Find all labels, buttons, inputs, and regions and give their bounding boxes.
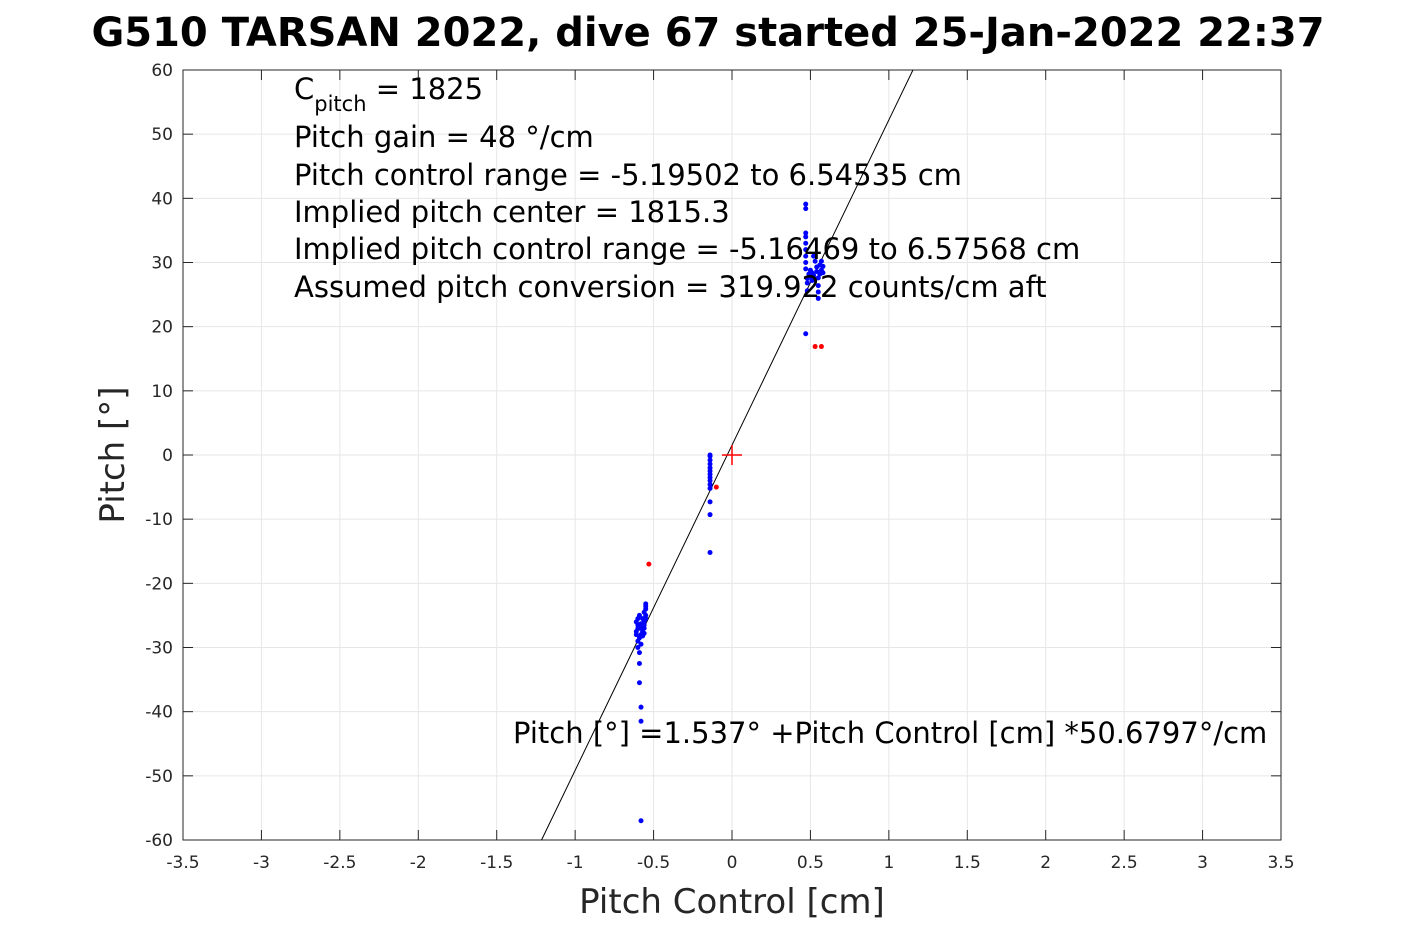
data-point xyxy=(638,818,644,824)
y-tick-label: -60 xyxy=(145,831,173,851)
data-point xyxy=(638,718,644,724)
x-tick-label: 3 xyxy=(1197,853,1208,873)
data-point xyxy=(803,234,809,240)
implied-pitch-center-annotation: Implied pitch center = 1815.3 xyxy=(294,195,730,229)
data-point xyxy=(640,616,646,622)
x-tick-label: -2 xyxy=(410,853,427,873)
y-tick-label: -50 xyxy=(145,767,173,787)
data-point xyxy=(803,240,809,246)
c-pitch-symbol: C xyxy=(294,72,314,106)
data-point xyxy=(638,704,644,710)
c-pitch-value: = 1825 xyxy=(367,72,484,106)
data-point xyxy=(804,288,810,294)
y-tick-label: 60 xyxy=(151,61,173,81)
x-tick-label: 2 xyxy=(1040,853,1051,873)
x-tick-label: -2.5 xyxy=(323,853,356,873)
data-points xyxy=(633,201,826,824)
data-point xyxy=(803,206,809,212)
data-point xyxy=(815,283,821,289)
data-point xyxy=(713,484,719,490)
fit-equation-annotation: Pitch [°] =1.537° +Pitch Control [cm] *5… xyxy=(513,716,1267,750)
data-point xyxy=(707,461,713,467)
data-point xyxy=(635,645,641,650)
y-axis-label: Pitch [°] xyxy=(93,386,133,523)
data-point xyxy=(803,331,809,337)
data-point xyxy=(811,272,817,278)
pitch-control-range-annotation: Pitch control range = -5.19502 to 6.5453… xyxy=(294,158,962,192)
axis-ticks xyxy=(182,69,1282,841)
data-point xyxy=(812,258,818,264)
data-point xyxy=(646,561,652,567)
data-point xyxy=(636,650,642,656)
data-point xyxy=(803,253,809,259)
data-point xyxy=(815,289,821,295)
y-tick-label: 40 xyxy=(151,189,173,209)
x-tick-label: 0.5 xyxy=(797,853,824,873)
data-point xyxy=(803,247,809,253)
y-tick-label: 30 xyxy=(151,254,173,274)
axis-tick-labels: -3.5 -3 -2.5 -2 -1.5 -1 -0.5 0 0.5 1 1.5 2 2.5 3 3.5 -6… xyxy=(145,61,1294,873)
x-tick-label: -3 xyxy=(253,853,270,873)
center-marker xyxy=(722,445,742,465)
data-point xyxy=(707,485,713,491)
y-tick-label: 10 xyxy=(151,382,173,402)
data-point xyxy=(803,266,809,272)
grid-lines xyxy=(183,70,1281,840)
data-point xyxy=(707,457,713,463)
x-tick-label: -1.5 xyxy=(480,853,513,873)
data-point xyxy=(818,344,824,350)
data-point xyxy=(638,621,644,627)
implied-pitch-control-range-annotation: Implied pitch control range = -5.16469 t… xyxy=(294,232,1080,266)
data-point xyxy=(803,260,809,265)
data-point xyxy=(707,452,713,458)
x-tick-label: -1 xyxy=(567,853,584,873)
data-point xyxy=(812,344,818,350)
x-tick-label: 2.5 xyxy=(1111,853,1138,873)
data-point xyxy=(636,661,642,667)
pitch-gain-annotation: Pitch gain = 48 °/cm xyxy=(294,120,594,154)
data-point xyxy=(804,280,810,286)
x-tick-label: -0.5 xyxy=(637,853,670,873)
data-point xyxy=(707,512,713,518)
data-point xyxy=(707,482,713,488)
data-point xyxy=(636,625,642,631)
x-axis-label: Pitch Control [cm] xyxy=(579,882,885,922)
x-tick-label: -3.5 xyxy=(166,853,199,873)
y-tick-label: -10 xyxy=(145,510,173,530)
chart-title: G510 TARSAN 2022, dive 67 started 25-Jan… xyxy=(91,10,1324,56)
data-point xyxy=(815,275,821,281)
y-tick-label: -40 xyxy=(145,703,173,723)
y-tick-label: -20 xyxy=(145,574,173,594)
data-point xyxy=(636,680,642,686)
assumed-pitch-conversion-annotation: Assumed pitch conversion = 319.922 count… xyxy=(294,270,1047,304)
x-tick-label: 1 xyxy=(883,853,894,873)
data-point xyxy=(707,465,713,471)
data-point xyxy=(803,230,809,236)
data-point xyxy=(820,270,826,276)
data-point xyxy=(636,612,642,618)
data-point xyxy=(643,601,649,607)
data-point xyxy=(641,630,647,636)
c-pitch-subscript: pitch xyxy=(314,92,366,116)
y-tick-label: 0 xyxy=(162,446,173,466)
x-tick-label: 3.5 xyxy=(1267,853,1294,873)
data-point xyxy=(638,641,644,647)
x-tick-label: 0 xyxy=(727,853,738,873)
data-point xyxy=(818,258,824,264)
data-point xyxy=(811,253,817,259)
y-tick-label: -30 xyxy=(145,639,173,659)
data-point xyxy=(707,499,713,505)
y-tick-label: 50 xyxy=(151,125,173,145)
data-point xyxy=(707,550,713,556)
c-pitch-annotation: Cpitch = 1825 xyxy=(294,72,483,116)
data-point xyxy=(820,263,826,269)
data-point xyxy=(803,201,809,207)
y-tick-label: 20 xyxy=(151,318,173,338)
data-point xyxy=(815,295,821,301)
x-tick-label: 1.5 xyxy=(954,853,981,873)
